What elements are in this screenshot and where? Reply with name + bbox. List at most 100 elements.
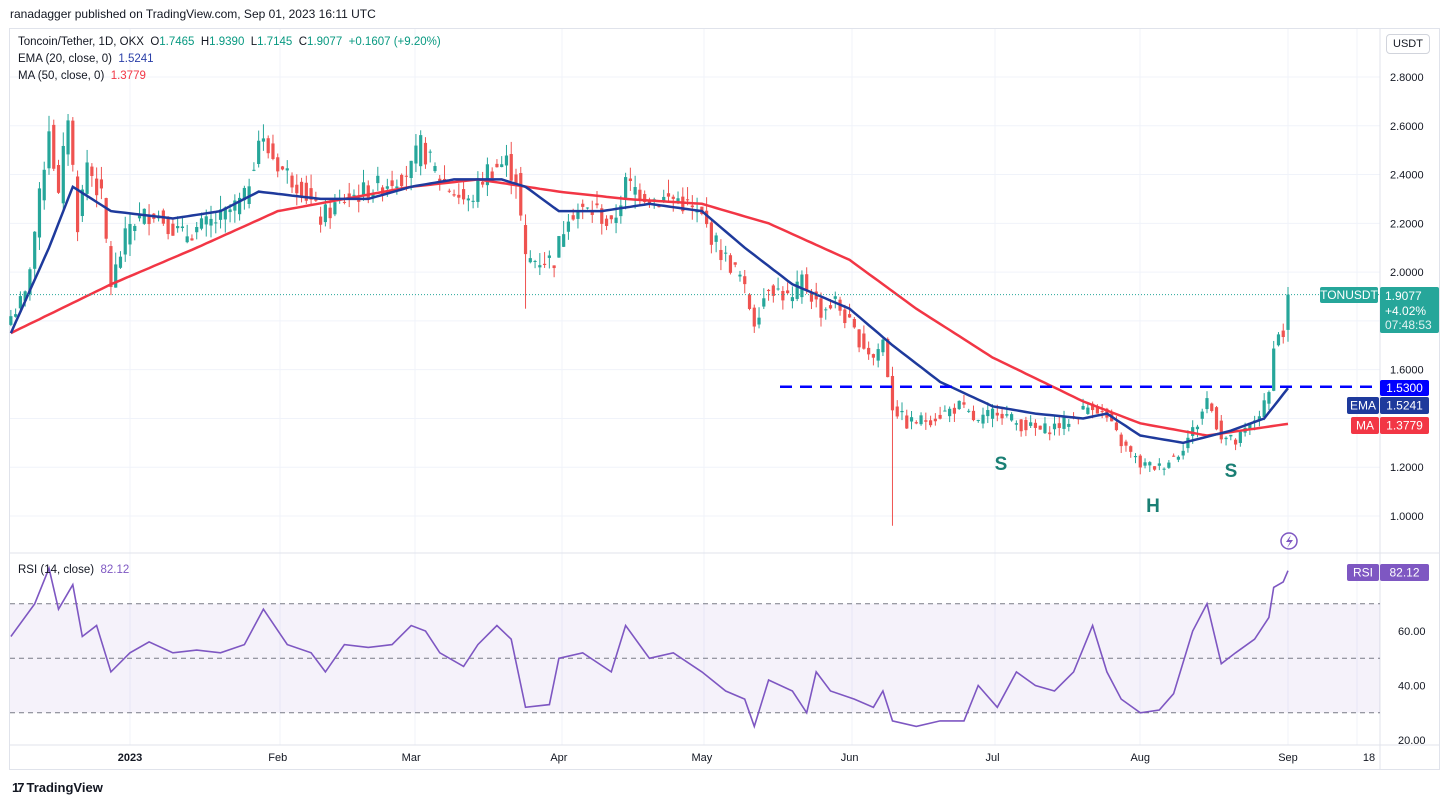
ema-legend[interactable]: EMA (20, close, 0) 1.5241 [18, 53, 154, 65]
candle-body [295, 184, 299, 194]
candle-body [433, 166, 437, 172]
currency-button[interactable]: USDT [1386, 34, 1430, 54]
candle-body [747, 294, 752, 309]
symbol-title: Toncoin/Tether, 1D, OKX [18, 36, 144, 48]
right-shoulder-label: S [1225, 461, 1238, 482]
candle-body [1195, 426, 1200, 430]
candle-body [261, 138, 266, 142]
candle-body [290, 175, 294, 188]
candle-body [967, 410, 971, 412]
candle-body [1124, 441, 1128, 446]
candle-body [933, 418, 937, 422]
candle-body [95, 178, 99, 196]
candle-body [71, 120, 75, 165]
candle-body [180, 226, 185, 229]
candle-body [18, 296, 22, 309]
rsi-line [10, 565, 1289, 729]
candle-body [685, 199, 690, 201]
candle-body [671, 196, 675, 199]
candle-body [1276, 334, 1281, 346]
candle-body [466, 198, 470, 201]
price-tick-label: 2.2000 [1390, 218, 1424, 230]
lightning-icon[interactable] [1280, 532, 1298, 550]
candle-body [952, 407, 957, 414]
head-label: H [1146, 496, 1160, 517]
brand-name: TradingView [26, 780, 103, 795]
publisher-line: ranadagger published on TradingView.com,… [10, 7, 376, 21]
candle-body [824, 309, 828, 311]
close-value: 1.9077 [307, 36, 343, 48]
candle-body [776, 288, 780, 290]
candle-body [566, 221, 571, 232]
candle-body [576, 211, 580, 219]
candle-body [1205, 398, 1209, 410]
candle-body [56, 165, 61, 193]
candle-body [390, 180, 394, 187]
candle-body [752, 307, 756, 327]
candle-body [1152, 466, 1157, 470]
candle-body [1229, 434, 1233, 437]
candle-body [1162, 468, 1166, 470]
candle-body [476, 178, 480, 202]
ma-tag-badge-bg [1351, 417, 1379, 434]
ma-legend[interactable]: MA (50, close, 0) 1.3779 [18, 70, 146, 82]
candle-body [819, 298, 823, 318]
candle-body [457, 194, 461, 198]
candle-body [562, 234, 566, 247]
candle-body [1038, 425, 1042, 430]
rsi-legend[interactable]: RSI (14, close) 82.12 [18, 564, 129, 576]
candle-body [681, 196, 685, 212]
price-badge-value: 1.9077 [1385, 289, 1422, 303]
candle-body [705, 210, 709, 225]
candle-body [905, 415, 909, 429]
candle-body [223, 207, 227, 220]
candle-body [1186, 437, 1190, 449]
candle-body [490, 171, 494, 179]
candle-body [271, 143, 275, 159]
time-tick-label: 18 [1363, 752, 1375, 764]
candle-body [724, 252, 728, 254]
chart-frame [9, 28, 1440, 770]
candle-body [633, 187, 637, 195]
candle-body [276, 157, 280, 172]
candle-body [304, 182, 308, 201]
candle-body [1081, 405, 1085, 410]
price-tick-label: 2.0000 [1390, 267, 1424, 279]
candle-body [519, 173, 523, 216]
time-tick-label: May [691, 752, 712, 764]
candle-body [414, 145, 418, 164]
candle-body [1272, 348, 1276, 391]
candle-body [118, 256, 123, 268]
candle-body [1114, 422, 1119, 431]
candle-body [600, 208, 604, 224]
candle-body [204, 216, 208, 225]
candle-body [919, 415, 923, 425]
candle-body [123, 228, 127, 255]
candle-body [662, 196, 666, 202]
tradingview-logo[interactable]: 17 TradingView [12, 780, 103, 795]
candle-body [619, 205, 623, 217]
candle-body [809, 292, 814, 302]
candle-body [361, 182, 366, 195]
candle-body [557, 236, 561, 258]
rsi-badge-bg [1380, 564, 1429, 581]
candle-body [628, 178, 632, 182]
candle-body [1233, 439, 1238, 445]
candle-body [981, 414, 985, 424]
candle-body [1191, 427, 1195, 436]
candle-body [280, 166, 285, 170]
candle-body [928, 420, 933, 426]
candle-body [962, 402, 966, 405]
candle-body [328, 207, 332, 219]
candle-body [909, 417, 914, 422]
ema-badge-bg [1380, 397, 1429, 414]
candle-body [1219, 420, 1223, 440]
tv-logo-icon: 17 [12, 780, 25, 795]
candle-body [957, 400, 961, 410]
candle-body [1019, 419, 1023, 432]
candle-body [795, 281, 799, 299]
candle-body [867, 347, 871, 355]
price-tick-label: 2.4000 [1390, 170, 1424, 182]
candle-body [542, 263, 547, 265]
